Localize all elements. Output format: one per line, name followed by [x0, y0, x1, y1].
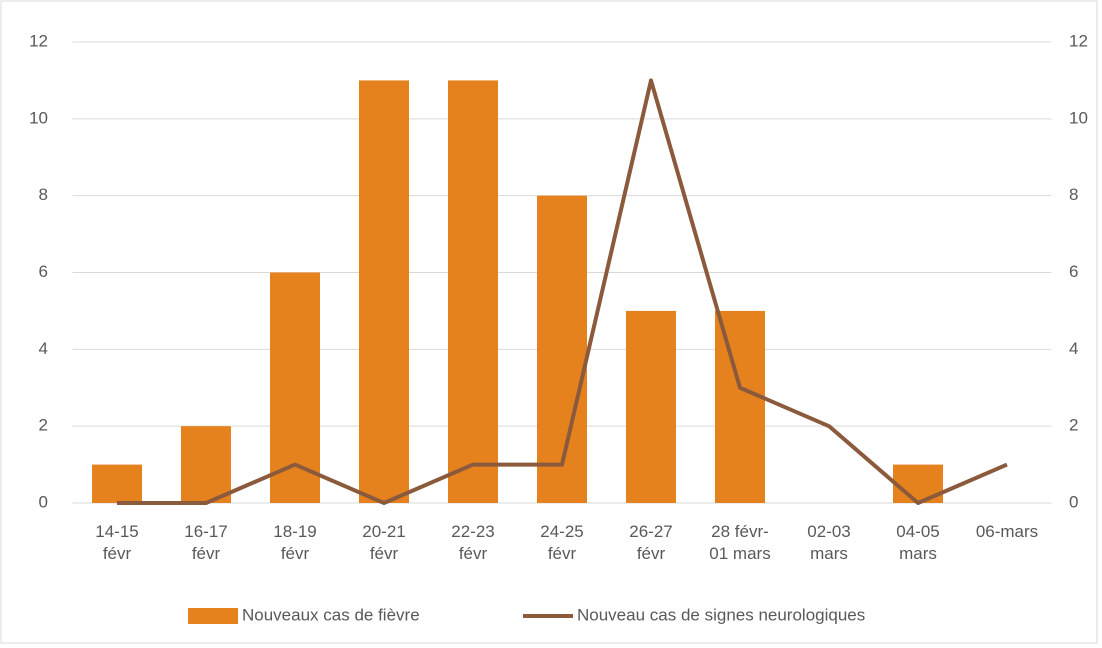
bar	[181, 426, 231, 503]
bar	[270, 272, 320, 503]
x-tick-label: 26-27 févr	[629, 522, 673, 563]
legend-label: Nouveaux cas de fièvre	[242, 605, 420, 624]
y2-tick-label: 10	[1069, 108, 1088, 127]
x-tick-label: 22-23 févr	[451, 522, 495, 563]
bar	[359, 80, 409, 504]
y2-tick-label: 12	[1069, 31, 1088, 50]
y-tick-label: 12	[29, 31, 48, 50]
legend-swatch	[188, 608, 238, 624]
x-tick-label: 24-25 févr	[540, 522, 584, 563]
y2-tick-label: 4	[1069, 339, 1078, 358]
bar	[626, 310, 676, 503]
bar	[92, 464, 142, 503]
x-tick-label: 20-21 févr	[362, 522, 406, 563]
y-tick-label: 0	[39, 492, 48, 511]
y-tick-label: 8	[39, 185, 48, 204]
x-tick-label: 18-19 févr	[273, 522, 317, 563]
x-tick-label: 06-mars	[975, 522, 1039, 541]
y-tick-label: 4	[39, 339, 48, 358]
y2-tick-label: 6	[1069, 262, 1078, 281]
y2-tick-label: 8	[1069, 185, 1078, 204]
y2-tick-label: 2	[1069, 416, 1078, 435]
y-tick-label: 10	[29, 108, 48, 127]
bar	[715, 310, 765, 503]
x-tick-label: 02-03 mars	[807, 522, 851, 563]
y2-tick-label: 0	[1069, 492, 1078, 511]
bar	[537, 195, 587, 503]
x-tick-label: 16-17 févr	[184, 522, 228, 563]
y-tick-label: 2	[39, 416, 48, 435]
x-tick-label: 14-15 févr	[95, 522, 139, 563]
legend-label: Nouveau cas de signes neurologiques	[577, 605, 865, 624]
y-tick-label: 6	[39, 262, 48, 281]
x-tick-label: 28 févr- 01 mars	[709, 522, 771, 563]
line	[117, 78, 1008, 505]
x-tick-label: 04-05 mars	[896, 522, 940, 563]
bar	[448, 80, 498, 504]
